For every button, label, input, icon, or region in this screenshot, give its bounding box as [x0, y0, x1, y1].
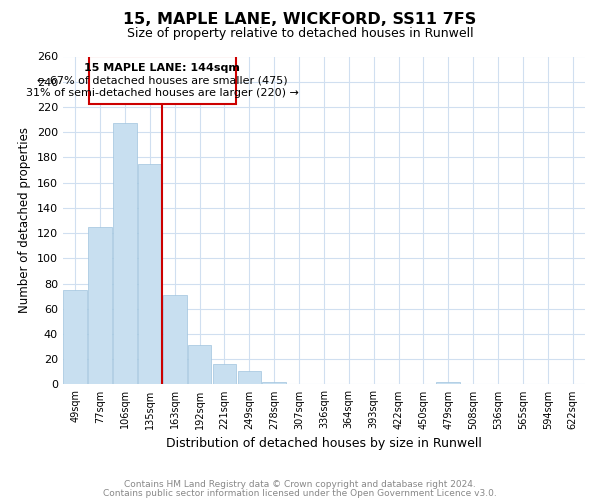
Text: Size of property relative to detached houses in Runwell: Size of property relative to detached ho… — [127, 28, 473, 40]
Text: 15, MAPLE LANE, WICKFORD, SS11 7FS: 15, MAPLE LANE, WICKFORD, SS11 7FS — [124, 12, 476, 28]
Text: Contains public sector information licensed under the Open Government Licence v3: Contains public sector information licen… — [103, 488, 497, 498]
Bar — [138, 164, 161, 384]
Text: Contains HM Land Registry data © Crown copyright and database right 2024.: Contains HM Land Registry data © Crown c… — [124, 480, 476, 489]
Text: 31% of semi-detached houses are larger (220) →: 31% of semi-detached houses are larger (… — [26, 88, 299, 98]
Bar — [436, 382, 460, 384]
X-axis label: Distribution of detached houses by size in Runwell: Distribution of detached houses by size … — [166, 437, 482, 450]
FancyBboxPatch shape — [89, 56, 236, 104]
Bar — [88, 227, 112, 384]
Bar — [262, 382, 286, 384]
Bar — [64, 290, 87, 384]
Bar — [113, 124, 137, 384]
Bar — [212, 364, 236, 384]
Bar — [238, 370, 261, 384]
Bar — [163, 295, 187, 384]
Y-axis label: Number of detached properties: Number of detached properties — [18, 128, 31, 314]
Bar — [188, 346, 211, 385]
Text: ← 67% of detached houses are smaller (475): ← 67% of detached houses are smaller (47… — [37, 76, 287, 86]
Text: 15 MAPLE LANE: 144sqm: 15 MAPLE LANE: 144sqm — [85, 63, 240, 73]
